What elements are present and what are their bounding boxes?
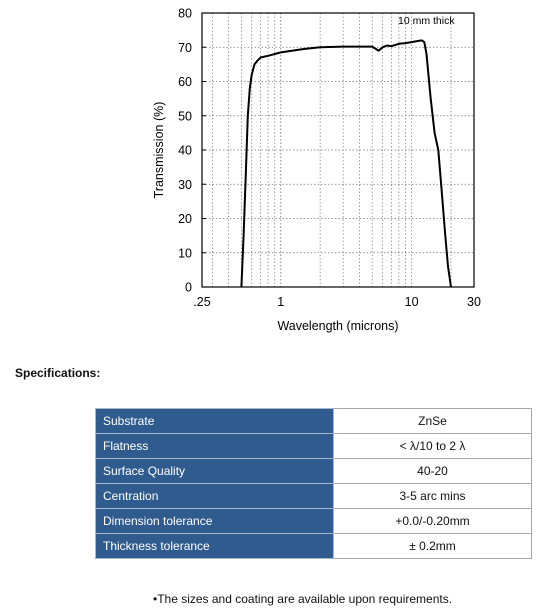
spec-value: 40-20	[333, 458, 532, 484]
y-tick-label: 50	[178, 109, 192, 123]
x-tick-label: 1	[277, 295, 284, 309]
spec-label: Surface Quality	[95, 458, 334, 484]
transmission-curve	[240, 39, 452, 288]
spec-label: Thickness tolerance	[95, 533, 334, 559]
x-axis-label: Wavelength (microns)	[277, 319, 398, 333]
table-row: Surface Quality 40-20	[95, 458, 532, 484]
y-tick-label: 30	[178, 178, 192, 192]
x-tick-label: .25	[193, 295, 210, 309]
x-tick-label: 10	[405, 295, 419, 309]
spec-label: Substrate	[95, 408, 334, 434]
table-row: Dimension tolerance +0.0/-0.20mm	[95, 508, 532, 534]
y-tick-label: 20	[178, 212, 192, 226]
y-tick-label: 60	[178, 75, 192, 89]
spec-value: ZnSe	[333, 408, 532, 434]
y-axis-label: Transmission (%)	[152, 102, 166, 199]
spec-label: Flatness	[95, 433, 334, 459]
annotation-label: 10 mm thick	[398, 15, 455, 27]
spec-value: +0.0/-0.20mm	[333, 508, 532, 534]
specifications-table: Substrate ZnSe Flatness < λ/10 to 2 λ Su…	[95, 408, 532, 559]
spec-label: Centration	[95, 483, 334, 509]
spec-value: ± 0.2mm	[333, 533, 532, 559]
table-row: Substrate ZnSe	[95, 408, 532, 434]
grid-lines	[202, 13, 474, 287]
y-tick-label: 0	[185, 281, 192, 295]
spec-value: 3-5 arc mins	[333, 483, 532, 509]
table-row: Centration 3-5 arc mins	[95, 483, 532, 509]
table-row: Thickness tolerance ± 0.2mm	[95, 533, 532, 559]
availability-note: •The sizes and coating are available upo…	[153, 592, 453, 606]
spec-label: Dimension tolerance	[95, 508, 334, 534]
y-tick-label: 70	[178, 41, 192, 55]
axis-ticks: 0 10 20 30 40 50 60 70 80 .25 1 10 30	[178, 7, 481, 310]
y-tick-label: 80	[178, 7, 192, 21]
transmission-chart: 0 10 20 30 40 50 60 70 80 .25 1 10 30 10 mm thick Wa…	[152, 7, 481, 334]
specifications-heading: Specifications:	[15, 366, 101, 380]
y-tick-label: 10	[178, 246, 192, 260]
spec-value: < λ/10 to 2 λ	[333, 433, 532, 459]
table-row: Flatness < λ/10 to 2 λ	[95, 433, 532, 459]
y-tick-label: 40	[178, 144, 192, 158]
x-tick-label: 30	[467, 295, 481, 309]
